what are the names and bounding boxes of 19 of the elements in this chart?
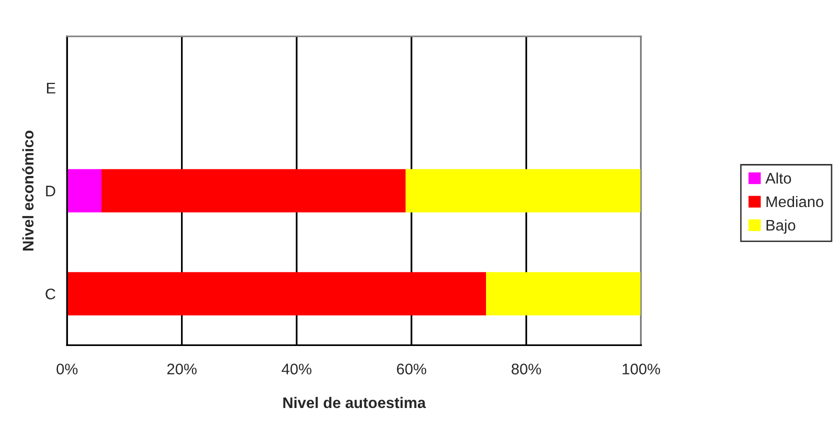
x-axis-title: Nivel de autoestima bbox=[283, 396, 426, 408]
x-tick-label: 0% bbox=[56, 364, 78, 374]
y-tick-label: E bbox=[46, 82, 56, 94]
x-tick-label: 20% bbox=[167, 364, 197, 374]
bar bbox=[406, 169, 642, 212]
y-axis-title: Nivel económico bbox=[22, 130, 34, 250]
x-tick-label: 100% bbox=[622, 364, 660, 374]
bar bbox=[101, 169, 406, 212]
bar bbox=[67, 272, 486, 316]
x-tick-label: 40% bbox=[282, 364, 312, 374]
y-tick-label: C bbox=[46, 288, 56, 300]
x-tick-label: 60% bbox=[396, 364, 426, 374]
legend-label: Alto bbox=[765, 172, 792, 184]
bar bbox=[486, 272, 642, 316]
legend-label: Bajo bbox=[766, 219, 796, 234]
y-tick-label: D bbox=[46, 186, 56, 196]
legend-label: Mediano bbox=[766, 196, 824, 208]
x-tick-label: 80% bbox=[512, 364, 542, 374]
bar bbox=[67, 169, 102, 212]
